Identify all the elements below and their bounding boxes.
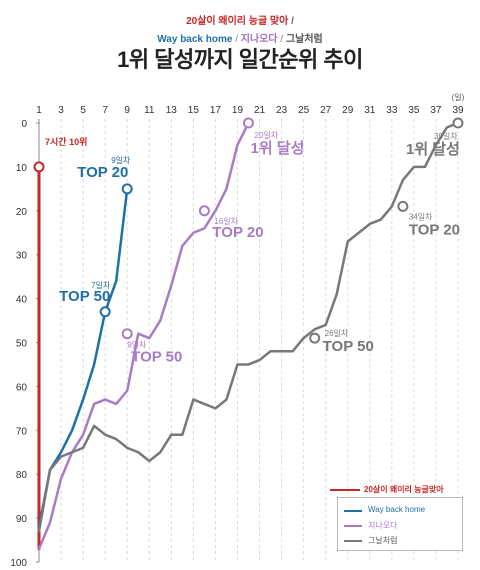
legend-swatch-gn [344,540,362,542]
x-tick-label: 23 [276,105,288,116]
x-tick-label: 3 [58,105,64,116]
legend-label-jin: 지나오다 [368,521,398,530]
y-tick-label: 90 [16,514,28,525]
subtitle-songs-line1: 20살이 왜이리 능글 맞아 / [0,12,480,27]
highlight-marker [33,161,45,173]
series-gn-line [37,121,460,533]
x-tick-label: 33 [386,105,398,116]
x-tick-label: 19 [232,105,244,116]
highlight-marker [243,117,254,129]
song-wbh-title: Way back home [157,34,233,45]
legend-label-gn: 그날처럼 [368,536,398,545]
legend-swatch-wbh [344,510,362,512]
y-tick-label: 50 [16,339,28,350]
legend-swatch-red [330,488,360,491]
x-tick-label: 1 [36,105,42,116]
y-tick-label: 30 [16,251,28,262]
y-tick-label: 100 [10,558,27,569]
x-tick-label: 39 [452,105,464,116]
x-tick-label: 17 [210,105,222,116]
legend-swatch-jin [344,525,362,527]
highlight-label: TOP 20 [409,221,460,238]
y-tick-label: 70 [16,426,28,437]
separator: / [291,16,294,27]
x-tick-label: 9 [124,105,130,116]
x-tick-label: 13 [166,105,178,116]
x-unit-label: (일) [452,93,465,102]
x-tick-label: 7 [102,105,108,116]
y-tick-label: 80 [16,470,28,481]
legend: Way back home 지나오다 그날처럼 [337,497,463,551]
highlight-note: 16일차 [214,217,238,226]
y-tick-label: 60 [16,382,28,393]
highlight-marker [121,328,133,340]
highlight-marker [198,205,210,217]
chart-title: 1위 달성까지 일간순위 추이 [117,47,363,72]
highlight-marker [121,183,133,195]
highlight-label: TOP 20 [212,224,263,241]
x-tick-label: 25 [298,105,310,116]
y-tick-label: 20 [16,207,28,218]
y-tick-label: 0 [21,119,27,130]
highlight-note: 39일차 [434,132,458,141]
x-tick-label: 21 [254,105,266,116]
highlight-label: TOP 50 [323,338,374,355]
y-tick-label: 40 [16,295,28,306]
highlight-note: 9일차 [127,341,147,350]
highlight-note: 34일차 [409,212,433,221]
highlight-note: 9일차 [111,156,131,165]
highlight-note: 20일차 [255,131,279,140]
highlight-note: 7일차 [91,281,111,290]
song-gn-title: 그날처럼 [285,34,323,45]
x-tick-label: 15 [188,105,200,116]
highlight-label: TOP 50 [59,288,110,305]
x-tick-label: 37 [430,105,442,116]
x-tick-label: 11 [144,105,155,116]
x-tick-label: 5 [80,105,86,116]
highlight-label: TOP 20 [77,164,128,181]
highlight-note: 26일차 [325,329,349,338]
highlight-label: TOP 50 [131,349,182,366]
series-jin-line [37,121,250,551]
separator: / [235,34,239,45]
song-red-title: 20살이 왜이리 능글 맞아 [186,16,289,27]
legend-red-label: 20살이 왜이리 능글맞아 [364,485,444,494]
separator: / [280,34,284,45]
legend-red: 20살이 왜이리 능글맞아 [330,484,444,495]
subtitle-songs-line2: Way back home / 지나오다 / 그날처럼 [0,30,480,45]
x-tick-label: 31 [364,105,376,116]
highlight-marker [99,306,111,318]
legend-label-wbh: Way back home [368,505,426,514]
y-tick-label: 10 [16,163,28,174]
highlight-note: 7시간 10위 [45,136,87,147]
highlight-marker [452,117,464,129]
highlight-label: 1위 달성 [251,139,305,157]
highlight-label: 1위 달성 [406,140,460,158]
x-tick-label: 27 [320,105,332,116]
x-tick-label: 35 [408,105,420,116]
song-jin-title: 지나오다 [240,34,278,45]
highlight-marker [397,200,409,212]
highlight-marker [309,332,321,344]
x-tick-label: 29 [342,105,354,116]
